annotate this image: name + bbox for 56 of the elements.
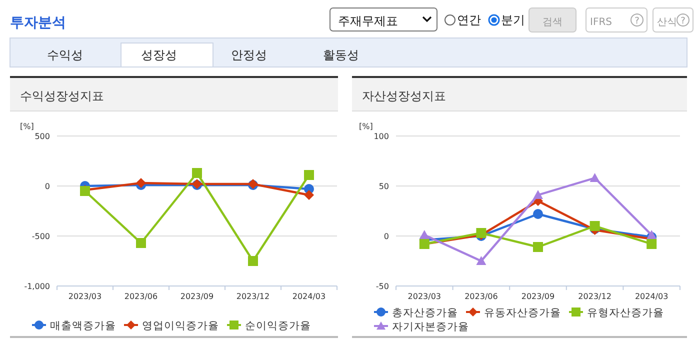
text: 안정성: [231, 48, 267, 62]
y-axis-title: [%]: [359, 122, 373, 131]
legend-label: 유동자산증가율: [484, 307, 561, 319]
y-axis-title: [%]: [20, 122, 34, 131]
x-tick-label: 2023/03: [68, 292, 102, 301]
point: [646, 239, 657, 249]
x-tick-label: 2023/09: [180, 292, 214, 301]
point: [533, 242, 543, 252]
text: 연간: [457, 13, 481, 27]
legend-label: 자기자본증가율: [392, 321, 469, 333]
x-tick-label: 2023/03: [408, 292, 442, 301]
point: [419, 230, 430, 239]
x-tick-label: 2023/06: [464, 292, 498, 301]
point: [192, 168, 202, 178]
y-tick-label: 0: [384, 232, 389, 241]
text: 산식: [657, 17, 677, 28]
x-tick-label: 2024/03: [634, 292, 668, 301]
point: [533, 209, 543, 219]
text: 활동성: [323, 48, 359, 62]
legend-label: 유형자산증가율: [587, 307, 664, 319]
x-tick-label: 2023/06: [124, 292, 158, 301]
y-tick-label: 500: [34, 132, 50, 141]
y-tick-label: -500: [32, 232, 50, 241]
text: ?: [634, 16, 640, 26]
legend-label: 영업이익증가율: [142, 320, 219, 332]
point: [646, 230, 657, 239]
y-tick-label: 100: [374, 132, 389, 141]
legend-label: 총자산증가율: [392, 307, 458, 319]
text: ?: [680, 16, 686, 26]
point: [590, 173, 600, 182]
text: IFRS: [590, 17, 612, 28]
y-tick-label: -1,000: [24, 282, 50, 291]
chart-title: 자산성장성지표: [362, 89, 446, 103]
text: 분기: [501, 13, 525, 27]
x-tick-label: 2023/09: [521, 292, 555, 301]
chart-title: 수익성장성지표: [20, 89, 104, 103]
x-tick-label: 2023/12: [578, 292, 612, 301]
y-tick-label: -50: [376, 282, 389, 291]
x-tick-label: 2023/12: [236, 292, 270, 301]
x-tick-label: 2024/03: [292, 292, 326, 301]
text: 성장성: [141, 48, 177, 62]
y-tick-label: 50: [378, 182, 389, 191]
text: 주재무제표: [338, 14, 398, 28]
point: [476, 256, 486, 265]
text: 투자분석: [10, 15, 66, 31]
point: [248, 256, 258, 266]
legend-label: 순이익증가율: [245, 320, 311, 332]
point: [533, 190, 543, 199]
text: 수익성: [47, 48, 83, 62]
text: 검색: [542, 17, 562, 28]
legend-label: 매출액증가율: [50, 320, 116, 332]
point: [590, 221, 600, 231]
point: [136, 238, 146, 248]
point: [304, 170, 314, 180]
point: [304, 190, 314, 200]
y-tick-label: 0: [44, 182, 50, 191]
